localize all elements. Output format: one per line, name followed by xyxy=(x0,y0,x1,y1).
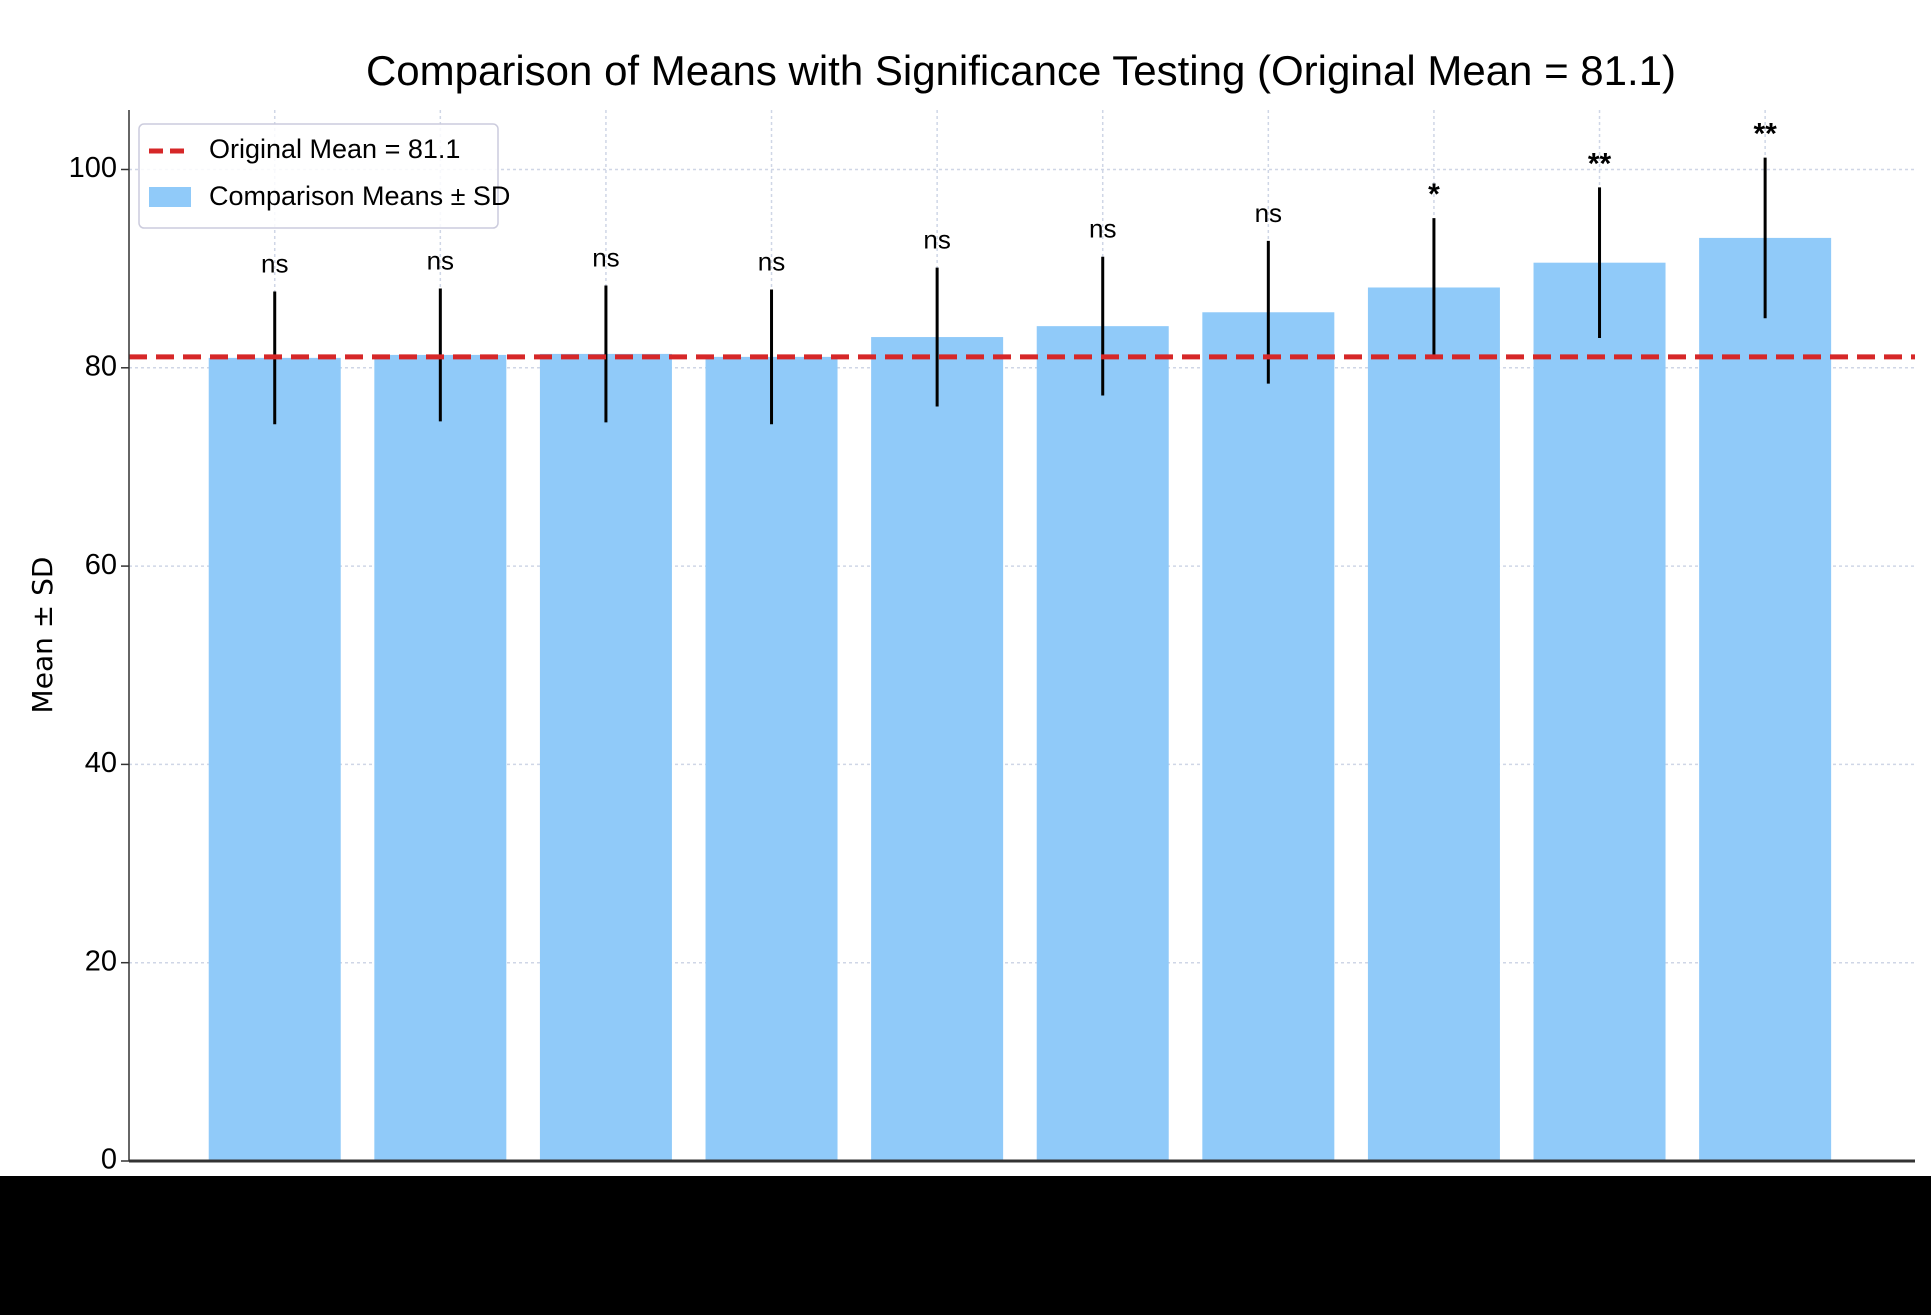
chart-title: Comparison of Means with Significance Te… xyxy=(366,47,1676,94)
y-tick-label: 60 xyxy=(85,549,117,581)
y-tick-label: 80 xyxy=(85,350,117,382)
y-tick-label: 0 xyxy=(101,1144,117,1176)
bar xyxy=(1367,287,1500,1161)
legend-label: Comparison Means ± SD xyxy=(209,181,510,211)
bar xyxy=(539,353,672,1161)
bar xyxy=(1533,262,1666,1161)
significance-label: ** xyxy=(1588,147,1612,180)
bar xyxy=(208,357,341,1162)
legend-label: Original Mean = 81.1 xyxy=(209,134,460,164)
significance-label: * xyxy=(1428,178,1440,211)
cropped-area xyxy=(0,1176,1931,1315)
bar xyxy=(705,356,838,1161)
bar xyxy=(1699,237,1832,1161)
significance-label: ns xyxy=(1255,198,1282,228)
significance-label: ns xyxy=(261,248,288,278)
bar xyxy=(1202,312,1335,1161)
significance-label: ** xyxy=(1753,118,1777,151)
significance-label: ns xyxy=(1089,214,1116,244)
significance-label: ns xyxy=(923,225,950,255)
significance-label: ns xyxy=(427,245,454,275)
significance-label: ns xyxy=(758,246,785,276)
y-tick-label: 20 xyxy=(85,945,117,977)
legend-box xyxy=(138,123,499,229)
y-axis-label: Mean ± SD xyxy=(26,557,59,714)
legend-swatch xyxy=(149,187,191,207)
bar xyxy=(1036,326,1169,1161)
y-tick-label: 40 xyxy=(85,747,117,779)
bar xyxy=(871,337,1004,1161)
bar xyxy=(374,354,507,1161)
significance-label: ns xyxy=(592,242,619,272)
y-tick-label: 100 xyxy=(69,152,117,184)
